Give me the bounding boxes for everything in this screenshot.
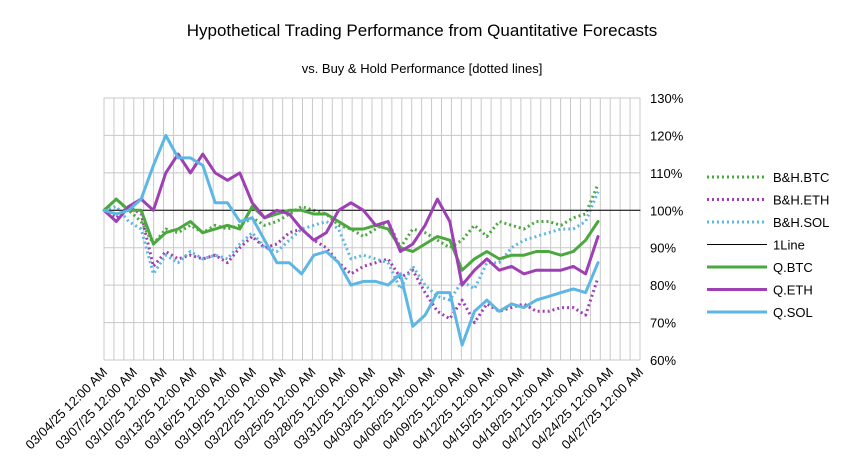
legend-label: 1Line (773, 238, 805, 253)
legend: B&H.BTC B&H.ETH B&H.SOL 1Line Q.BTC Q.ETH Q.SO… (707, 170, 829, 320)
y-tick-label: 130% (650, 91, 684, 106)
chart-subtitle: vs. Buy & Hold Performance [dotted lines… (302, 61, 543, 76)
legend-label: Q.BTC (773, 260, 813, 275)
y-tick-label: 120% (650, 128, 684, 143)
legend-label: Q.SOL (773, 305, 813, 320)
series-line-q-btc (102, 197, 600, 272)
legend-label: B&H.ETH (773, 193, 829, 208)
series-line-b-h-btc (102, 183, 600, 250)
series-lines (102, 133, 641, 347)
legend-label: B&H.SOL (773, 215, 829, 230)
y-axis-ticks: 60% 70% 80% 90% 100% 110% 120% 130% (650, 91, 684, 368)
series-line-q-eth (102, 152, 600, 287)
legend-label: Q.ETH (773, 283, 813, 298)
y-tick-label: 60% (650, 353, 676, 368)
chart-title: Hypothetical Trading Performance from Qu… (187, 21, 658, 40)
y-tick-label: 110% (650, 166, 683, 181)
legend-label: B&H.BTC (773, 170, 829, 185)
series-line-b-h-eth (103, 205, 600, 325)
y-tick-label: 90% (650, 241, 676, 256)
y-tick-label: 100% (650, 203, 684, 218)
series-line-b-h-sol (103, 191, 600, 302)
y-tick-label: 80% (650, 278, 676, 293)
y-tick-label: 70% (650, 316, 676, 331)
series-line-q-sol (102, 133, 600, 347)
